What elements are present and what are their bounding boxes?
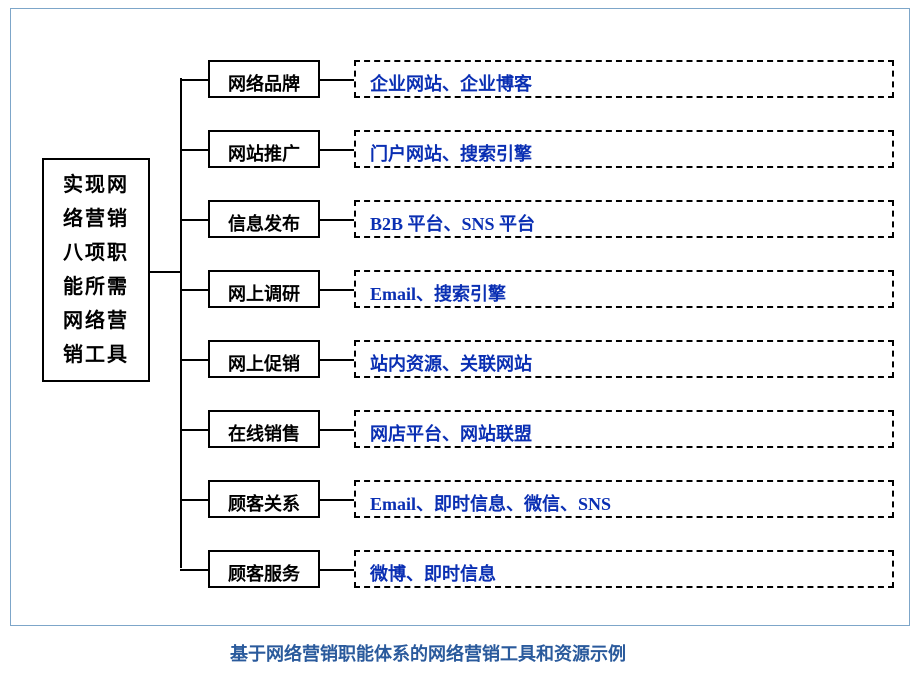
category-box: 网上调研 [208,270,320,308]
caption: 基于网络营销职能体系的网络营销工具和资源示例 [230,640,626,666]
detail-box: 微博、即时信息 [354,550,894,588]
branch-line [180,219,208,221]
branch-line [180,149,208,151]
category-label: 在线销售 [228,424,300,444]
cat-to-detail-line [320,79,354,81]
category-box: 在线销售 [208,410,320,448]
detail-label: 网店平台、网站联盟 [370,424,532,444]
diagram-container: 实现网 络营销 八项职 能所需 网络营 销工具 网络品牌 企业网站、企业博客网站推… [18,28,902,638]
detail-label: Email、搜索引擎 [370,284,506,304]
cat-to-detail-line [320,289,354,291]
category-box: 顾客服务 [208,550,320,588]
branch-line [180,289,208,291]
branch-line [180,569,208,571]
main-box-text: 实现网 络营销 八项职 能所需 网络营 销工具 [63,174,129,366]
detail-label: 门户网站、搜索引擎 [370,144,532,164]
category-box: 网络品牌 [208,60,320,98]
cat-to-detail-line [320,499,354,501]
category-label: 网络品牌 [228,74,300,94]
detail-label: 企业网站、企业博客 [370,74,532,94]
category-box: 顾客关系 [208,480,320,518]
category-label: 网站推广 [228,144,300,164]
branch-line [180,499,208,501]
detail-box: B2B 平台、SNS 平台 [354,200,894,238]
category-box: 网站推广 [208,130,320,168]
detail-box: 网店平台、网站联盟 [354,410,894,448]
branch-line [180,79,208,81]
category-label: 网上促销 [228,354,300,374]
detail-label: 微博、即时信息 [370,564,496,584]
category-label: 网上调研 [228,284,300,304]
branch-line [180,429,208,431]
cat-to-detail-line [320,149,354,151]
detail-label: B2B 平台、SNS 平台 [370,214,535,234]
category-box: 网上促销 [208,340,320,378]
cat-to-detail-line [320,359,354,361]
category-label: 顾客服务 [228,564,300,584]
cat-to-detail-line [320,569,354,571]
cat-to-detail-line [320,219,354,221]
detail-box: 站内资源、关联网站 [354,340,894,378]
category-box: 信息发布 [208,200,320,238]
caption-text: 基于网络营销职能体系的网络营销工具和资源示例 [230,644,626,664]
main-box: 实现网 络营销 八项职 能所需 网络营 销工具 [42,158,150,382]
category-label: 顾客关系 [228,494,300,514]
detail-box: 门户网站、搜索引擎 [354,130,894,168]
detail-box: Email、即时信息、微信、SNS [354,480,894,518]
detail-label: Email、即时信息、微信、SNS [370,494,611,514]
detail-box: 企业网站、企业博客 [354,60,894,98]
trunk-line [180,78,182,568]
detail-box: Email、搜索引擎 [354,270,894,308]
cat-to-detail-line [320,429,354,431]
detail-label: 站内资源、关联网站 [370,354,532,374]
branch-line [180,359,208,361]
main-to-trunk-line [150,271,180,273]
category-label: 信息发布 [228,214,300,234]
